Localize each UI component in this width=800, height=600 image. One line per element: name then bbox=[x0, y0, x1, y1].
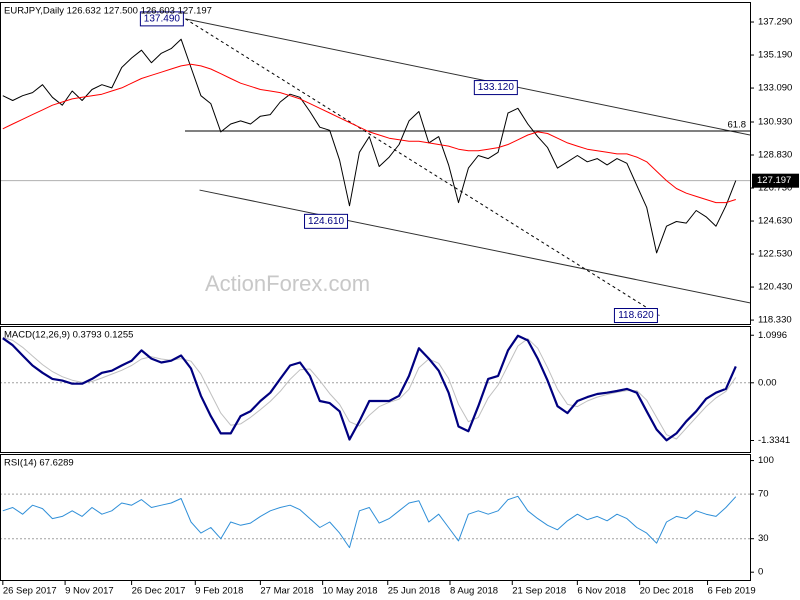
y-tick-label: 1.0996 bbox=[758, 330, 787, 341]
panel-border bbox=[0, 326, 751, 453]
annotation-box bbox=[473, 80, 518, 96]
x-tick-label: 9 Nov 2017 bbox=[65, 586, 114, 597]
y-tick-label: 133.090 bbox=[758, 83, 792, 94]
x-tick-label: 8 Aug 2018 bbox=[450, 586, 498, 597]
panel-title: MACD(12,26,9) 0.3793 0.1255 bbox=[4, 330, 133, 341]
y-tick-label: 124.630 bbox=[758, 216, 792, 227]
x-tick-label: 6 Feb 2019 bbox=[708, 586, 756, 597]
y-tick-label: 135.190 bbox=[758, 50, 792, 61]
panel-title: EURJPY,Daily 126.632 127.500 126.603 127… bbox=[4, 6, 212, 17]
series-line bbox=[2, 38, 737, 254]
annotation-box bbox=[613, 308, 658, 324]
series-line bbox=[2, 336, 737, 440]
annotation-box bbox=[304, 213, 349, 229]
y-tick-label: 100 bbox=[758, 455, 774, 466]
y-tick-label: 126.730 bbox=[758, 183, 792, 194]
y-tick-label: 118.330 bbox=[758, 315, 792, 326]
series-line bbox=[2, 495, 737, 549]
x-tick-label: 20 Dec 2018 bbox=[640, 586, 694, 597]
y-tick-label: -1.3341 bbox=[758, 435, 790, 446]
panel-border bbox=[0, 2, 751, 325]
last-price-label: 127.197 bbox=[757, 175, 791, 186]
y-tick-label: 130.930 bbox=[758, 117, 792, 128]
x-tick-label: 25 Jun 2018 bbox=[388, 586, 440, 597]
x-tick-label: 21 Sep 2018 bbox=[512, 586, 566, 597]
watermark: ActionForex.com bbox=[205, 271, 370, 296]
last-price-tag bbox=[752, 173, 799, 188]
trendline bbox=[199, 189, 750, 304]
x-tick-label: 26 Sep 2017 bbox=[3, 586, 57, 597]
panel-title: RSI(14) 67.6289 bbox=[4, 458, 74, 469]
annotation-label: 118.620 bbox=[618, 310, 654, 321]
series-line bbox=[2, 63, 736, 204]
annotation-label: 137.490 bbox=[144, 14, 181, 25]
y-tick-label: 137.290 bbox=[758, 17, 792, 28]
annotation-label: 133.120 bbox=[478, 82, 515, 93]
y-tick-label: 70 bbox=[758, 489, 769, 500]
x-tick-label: 9 Feb 2018 bbox=[195, 586, 243, 597]
x-tick-label: 27 Mar 2018 bbox=[260, 586, 313, 597]
x-tick-label: 10 May 2018 bbox=[323, 586, 378, 597]
panel-border bbox=[0, 454, 751, 581]
series-line bbox=[2, 334, 737, 442]
annotation-box bbox=[139, 11, 184, 27]
y-tick-label: 30 bbox=[758, 533, 769, 544]
x-tick-label: 6 Nov 2018 bbox=[577, 586, 626, 597]
y-tick-label: 120.430 bbox=[758, 282, 792, 293]
y-tick-label: 128.830 bbox=[758, 150, 792, 161]
y-tick-label: 0 bbox=[758, 567, 763, 578]
y-tick-label: 0.00 bbox=[758, 377, 777, 388]
annotation-label: 124.610 bbox=[308, 216, 345, 227]
trendline bbox=[185, 18, 750, 136]
fibo-label: 61.8 bbox=[728, 119, 747, 130]
x-tick-label: 26 Dec 2017 bbox=[132, 586, 186, 597]
y-tick-label: 122.530 bbox=[758, 249, 792, 260]
